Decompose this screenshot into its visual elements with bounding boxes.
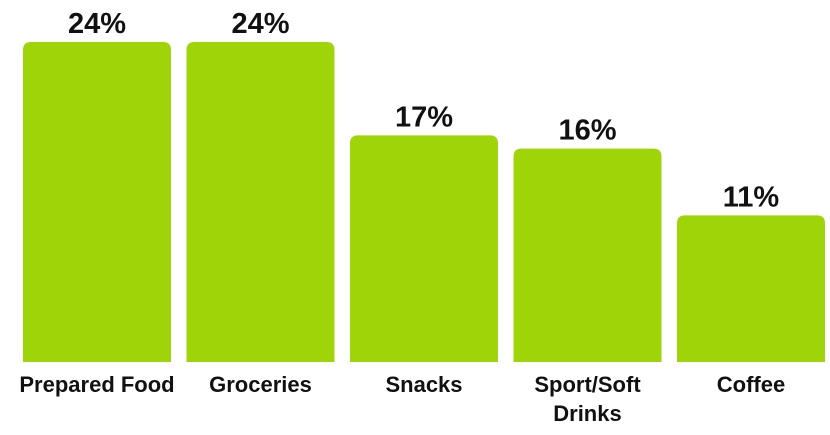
category-label-sport-soft-drinks: Sport/Soft Drinks	[534, 372, 641, 426]
value-label-coffee: 11%	[723, 181, 780, 213]
bar-prepared-food	[23, 42, 171, 362]
bar-snacks	[350, 135, 498, 362]
bar-coffee	[677, 215, 825, 362]
category-label-line: Groceries	[209, 372, 312, 397]
value-label-prepared-food: 24%	[68, 8, 126, 40]
category-labels-group: Prepared Food Groceries Snacks Sport/Soft Dr…	[19, 372, 785, 426]
category-label-line: Prepared Food	[19, 372, 174, 397]
value-labels-group: 24% 24% 17% 16% 11%	[68, 8, 779, 213]
category-label-line: Snacks	[385, 372, 462, 397]
value-label-groceries: 24%	[231, 8, 289, 40]
category-label-line: Sport/Soft	[534, 372, 641, 397]
category-label-line: Coffee	[717, 372, 785, 397]
category-label-coffee: Coffee	[717, 372, 785, 397]
category-label-groceries: Groceries	[209, 372, 312, 397]
category-label-snacks: Snacks	[385, 372, 462, 397]
bar-groceries	[186, 42, 335, 362]
category-label-prepared-food: Prepared Food	[19, 372, 174, 397]
bars-group	[23, 42, 825, 362]
category-label-line: Drinks	[553, 401, 621, 426]
bar-sport-soft-drinks	[513, 148, 662, 362]
value-label-sport-soft-drinks: 16%	[558, 115, 616, 147]
value-label-snacks: 17%	[395, 101, 453, 133]
